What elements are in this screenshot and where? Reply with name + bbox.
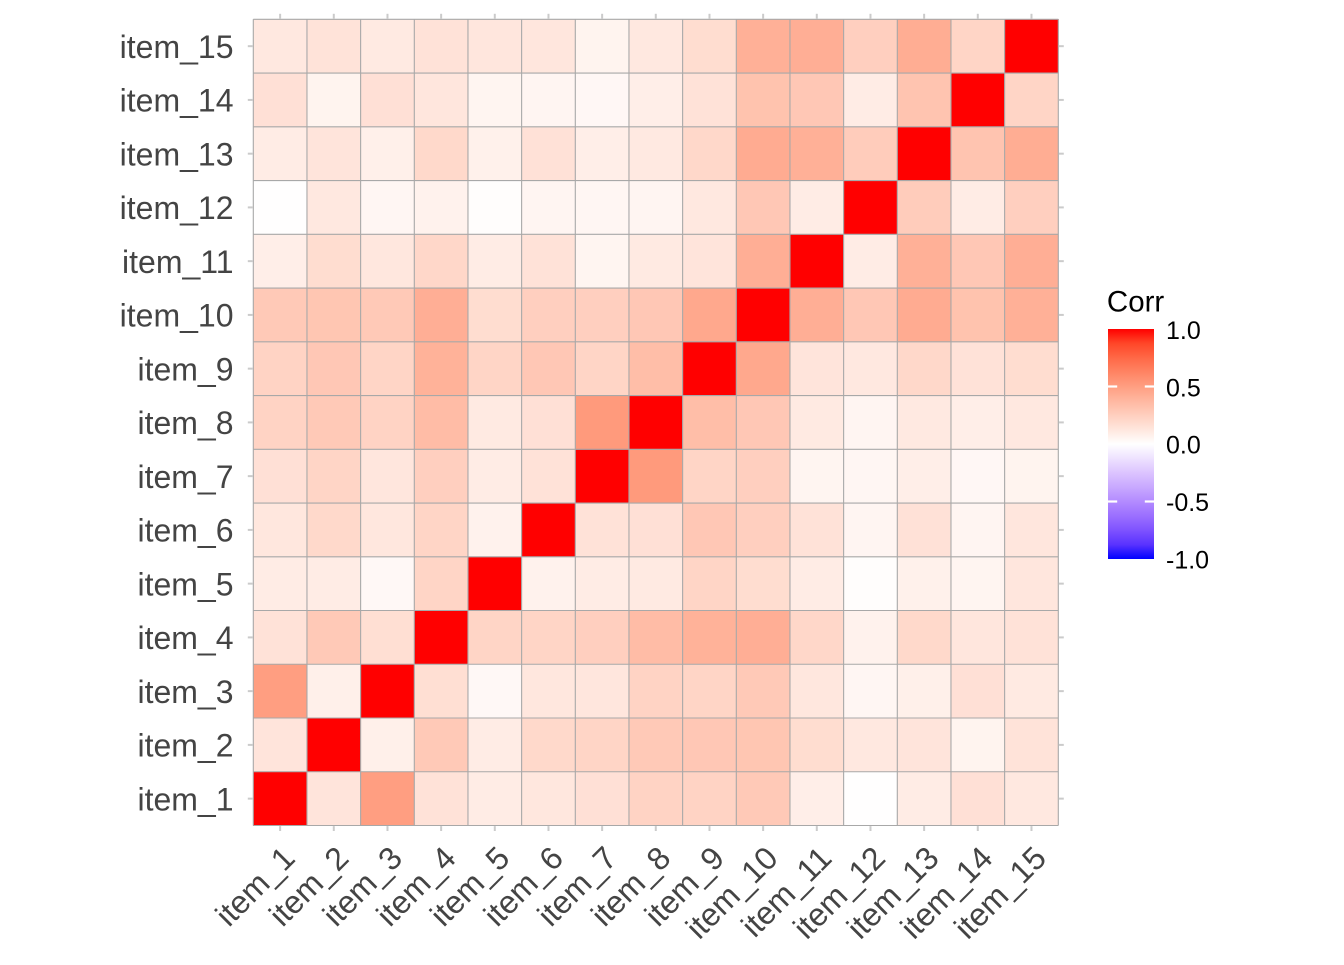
svg-text:item_2: item_2	[137, 728, 233, 764]
svg-text:item_15: item_15	[120, 29, 234, 65]
svg-text:item_14: item_14	[120, 83, 234, 119]
svg-text:0.5: 0.5	[1166, 374, 1201, 402]
svg-text:0.0: 0.0	[1166, 432, 1201, 460]
svg-text:item_11: item_11	[122, 244, 233, 280]
svg-text:1.0: 1.0	[1166, 317, 1201, 345]
svg-text:item_13: item_13	[120, 136, 234, 172]
svg-text:-1.0: -1.0	[1166, 546, 1209, 574]
svg-text:item_8: item_8	[137, 405, 233, 441]
svg-text:item_1: item_1	[137, 781, 233, 817]
svg-text:item_5: item_5	[137, 566, 233, 602]
svg-text:item_10: item_10	[120, 298, 234, 334]
svg-text:item_12: item_12	[120, 190, 234, 226]
svg-text:-0.5: -0.5	[1166, 489, 1209, 517]
svg-text:item_3: item_3	[137, 674, 233, 710]
svg-text:item_7: item_7	[137, 459, 233, 495]
svg-text:item_6: item_6	[137, 513, 233, 549]
svg-text:item_9: item_9	[137, 351, 233, 387]
svg-text:Corr: Corr	[1107, 286, 1165, 319]
svg-text:item_4: item_4	[137, 620, 233, 656]
